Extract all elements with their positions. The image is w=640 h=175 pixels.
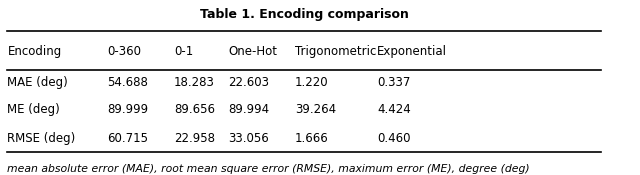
Text: 54.688: 54.688 — [108, 76, 148, 89]
Text: 18.283: 18.283 — [174, 76, 215, 89]
Text: Trigonometric: Trigonometric — [295, 45, 376, 58]
Text: 33.056: 33.056 — [228, 132, 269, 145]
Text: 0.460: 0.460 — [377, 132, 410, 145]
Text: Table 1. Encoding comparison: Table 1. Encoding comparison — [200, 8, 409, 21]
Text: 89.994: 89.994 — [228, 103, 269, 116]
Text: 39.264: 39.264 — [295, 103, 336, 116]
Text: 1.220: 1.220 — [295, 76, 329, 89]
Text: One-Hot: One-Hot — [228, 45, 278, 58]
Text: 89.656: 89.656 — [174, 103, 215, 116]
Text: Exponential: Exponential — [377, 45, 447, 58]
Text: 89.999: 89.999 — [108, 103, 148, 116]
Text: MAE (deg): MAE (deg) — [8, 76, 68, 89]
Text: 0-360: 0-360 — [108, 45, 141, 58]
Text: RMSE (deg): RMSE (deg) — [8, 132, 76, 145]
Text: 4.424: 4.424 — [377, 103, 411, 116]
Text: 60.715: 60.715 — [108, 132, 148, 145]
Text: 0.337: 0.337 — [377, 76, 410, 89]
Text: ME (deg): ME (deg) — [8, 103, 60, 116]
Text: 22.958: 22.958 — [174, 132, 215, 145]
Text: Encoding: Encoding — [8, 45, 61, 58]
Text: 0-1: 0-1 — [174, 45, 193, 58]
Text: 22.603: 22.603 — [228, 76, 269, 89]
Text: 1.666: 1.666 — [295, 132, 329, 145]
Text: mean absolute error (MAE), root mean square error (RMSE), maximum error (ME), de: mean absolute error (MAE), root mean squ… — [8, 164, 530, 174]
